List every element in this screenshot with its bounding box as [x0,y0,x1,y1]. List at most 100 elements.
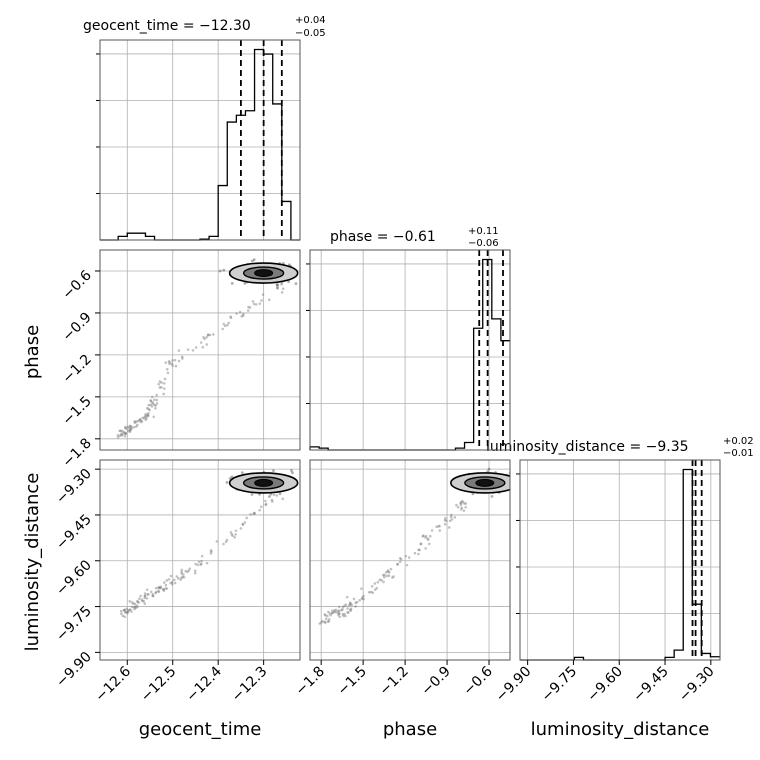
scatter-point [258,508,261,512]
contour-core [254,269,274,278]
scatter-point [329,613,332,617]
scatter-point [462,509,466,512]
scatter-point [208,333,212,337]
scatter-point [143,594,147,598]
scatter-point [333,609,336,612]
scatter-point [157,586,160,590]
scatter-point [156,589,160,593]
scatter-point [139,419,142,422]
scatter-point [369,590,373,594]
scatter-point [159,585,163,588]
scatter-point [222,268,226,272]
scatter-point [438,524,441,528]
scatter-point [331,611,334,615]
y-ticks-luminosity-distance: −9.90−9.75−9.60−9.45−9.30 [53,466,100,691]
scatter-point [170,362,174,366]
scatter-point [134,420,138,423]
scatter-point [362,597,365,601]
scatter-point [421,535,425,538]
scatter-point [323,621,327,625]
x-ticks-phase: −1.8 −1.5 −1.2 −0.9 −0.6 [293,660,496,699]
scatter-point [200,559,203,563]
scatter-point [222,542,225,546]
xlabel-phase: phase [383,719,437,740]
scatter-point [328,612,332,615]
scatter-point [154,586,158,590]
scatter-point [235,312,238,315]
scatter-point [119,429,122,433]
scatter-point [130,601,134,604]
scatter-point [275,494,279,497]
subplots: −12.6 −12.5 −12.4 −12.3 −1.8 −1.5 −1.2 −0.9 −0.6… [53,39,721,705]
scatter-point [338,615,342,619]
scatter-point [391,576,394,579]
scatter-point [225,481,229,484]
scatter-point [337,605,341,609]
axes-frame [309,459,511,661]
scatter-point [145,416,148,420]
x-tick-label: −12.6 [92,663,134,705]
svg-text:luminosity_distance =: luminosity_distance = −9.35 [486,439,689,455]
scatter-point [347,611,350,614]
scatter-point [127,429,130,433]
x-tick-label: −1.2 [377,664,412,699]
scatter-point [362,594,365,598]
scatter-point [167,360,171,363]
scatter-point [229,530,233,534]
scatter-point [116,435,120,439]
x-ticks-geocent-time: −12.6 −12.5 −12.4 −12.3 [92,660,270,705]
scatter-point [158,386,162,389]
scatter-point [144,412,147,416]
ylabel-phase: phase [22,325,43,379]
x-tick-label: −9.30 [676,664,718,706]
hist-geocent-time [96,39,301,241]
scatter-point [326,620,330,623]
scatter-point [140,598,144,601]
scatter-point [154,591,157,595]
scatter-point [229,315,232,318]
scatter-point [168,362,171,366]
scatter-point [151,402,155,405]
scatter-point [336,611,340,614]
scatter-point [378,578,382,582]
scatter-point [290,469,293,472]
scatter-point [155,398,159,402]
scatter-point [203,337,206,341]
scatter-point [136,423,139,427]
scatter-point [196,563,199,567]
scatter-point [205,343,209,346]
hist-luminosity-distance [516,459,721,661]
scatter-point [264,499,267,503]
scatter-point [200,562,203,566]
scatter-point [218,269,222,273]
scatter-point [173,581,177,585]
scatter-point [209,549,213,552]
scatter-point [124,425,127,429]
scatter-point [490,495,494,498]
scatter-point [437,525,440,528]
title-luminosity-distance-median: −9.35 [646,439,689,455]
scatter-point [135,604,138,607]
scatter-point [142,599,146,603]
y-tick-label: −1.2 [59,351,94,386]
scatter-point [180,570,184,574]
scatter-point [177,349,181,352]
x-ticks-luminosity-distance: −9.90 −9.75 −9.60 −9.45 −9.30 [493,660,718,705]
scatter-point [124,611,128,614]
scatter-point [130,427,134,430]
scatter-point [346,607,349,610]
scatter-point [181,357,184,360]
scatter-point [149,403,152,407]
scatter-point [443,522,447,526]
scatter-point [459,508,463,511]
scatter-point [123,608,126,612]
scatter-point [141,416,144,420]
scatter-point [184,569,188,573]
scatter-point [253,512,257,515]
scatter-point [119,609,123,613]
scatter-point [157,382,160,386]
scatter-point [241,522,245,526]
scatter-point [147,414,150,418]
scatter-point [430,529,434,532]
ylabel-luminosity-distance: luminosity_distance [22,473,43,652]
